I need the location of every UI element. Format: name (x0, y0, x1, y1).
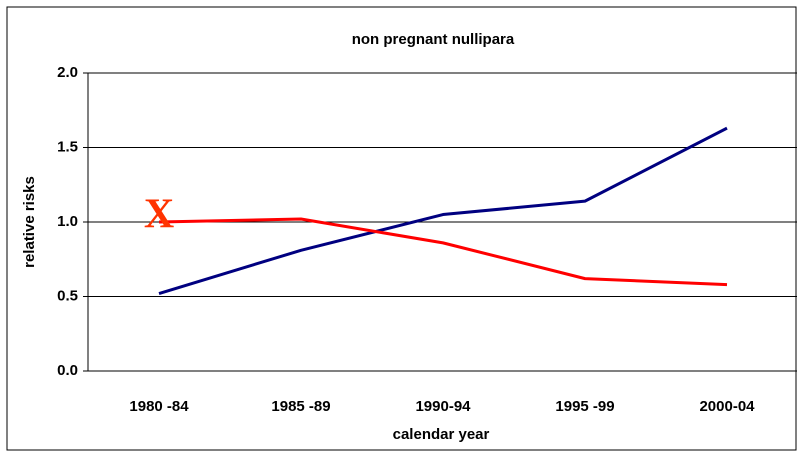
y-axis-label: relative risks (21, 176, 38, 268)
series-line (158, 126, 728, 295)
y-tick-label: 0.5 (57, 287, 78, 304)
x-tick-label: 1995 -99 (555, 398, 614, 415)
annotation: X (144, 192, 174, 238)
x-tick-label: 1985 -89 (271, 398, 330, 415)
x-tick-label: 1980 -84 (129, 398, 189, 415)
x-tick-label: 1990-94 (415, 398, 471, 415)
chart-title: non pregnant nullipara (352, 31, 515, 48)
x-axis-label: calendar year (393, 426, 490, 443)
y-tick-label: 1.0 (57, 213, 78, 230)
series-line (158, 217, 728, 287)
y-tick-label: 2.0 (57, 64, 78, 81)
y-tick-label: 1.5 (57, 138, 78, 155)
x-tick-label: 2000-04 (699, 398, 755, 415)
y-tick-label: 0.0 (57, 362, 78, 379)
chart-frame (6, 6, 797, 451)
